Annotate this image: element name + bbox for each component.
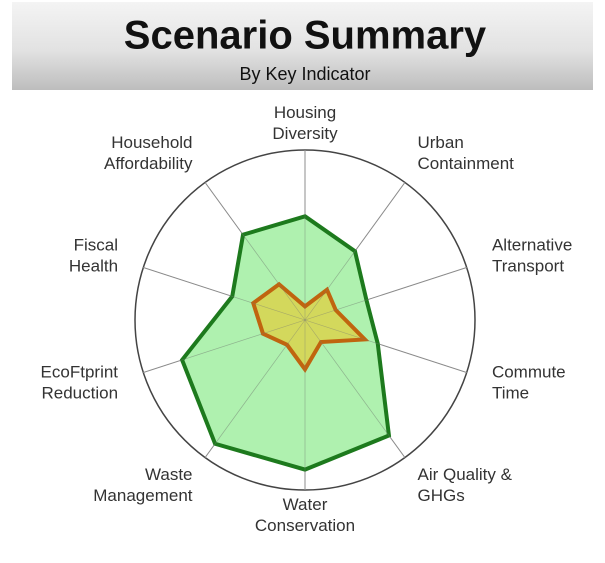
axis-label: Fiscal <box>74 236 118 255</box>
spoke-overlay <box>304 182 406 321</box>
spoke-overlay <box>304 319 406 458</box>
axis-label: Waste <box>145 465 193 484</box>
axis-label: Diversity <box>272 124 338 143</box>
chart-subtitle: By Key Indicator <box>239 64 370 84</box>
axis-label: Management <box>93 486 193 505</box>
axis-label: Transport <box>492 257 564 276</box>
axis-label: GHGs <box>417 486 464 505</box>
axis-label: Housing <box>274 103 336 122</box>
axis-label: Conservation <box>255 516 355 535</box>
axis-label: Commute <box>492 362 566 381</box>
axis-label: Time <box>492 383 529 402</box>
axis-label: Health <box>69 257 118 276</box>
axis-label: Air Quality & <box>417 465 512 484</box>
axis-label: Containment <box>417 154 514 173</box>
spoke-overlay <box>304 267 467 321</box>
axis-label: Water <box>283 495 328 514</box>
spoke-overlay <box>304 319 467 373</box>
axis-label: Alternative <box>492 236 572 255</box>
spoke-overlay <box>204 319 306 458</box>
axis-label: Affordability <box>104 154 193 173</box>
axis-label: EcoFtprint <box>41 362 119 381</box>
axis-label: Reduction <box>41 383 118 402</box>
spoke-overlay <box>143 267 306 321</box>
spoke-overlay <box>204 182 306 321</box>
axis-label: Urban <box>417 133 463 152</box>
spoke-overlay <box>143 319 306 373</box>
chart-title: Scenario Summary <box>124 14 487 58</box>
header-banner <box>12 2 593 90</box>
axis-label: Household <box>111 133 192 152</box>
